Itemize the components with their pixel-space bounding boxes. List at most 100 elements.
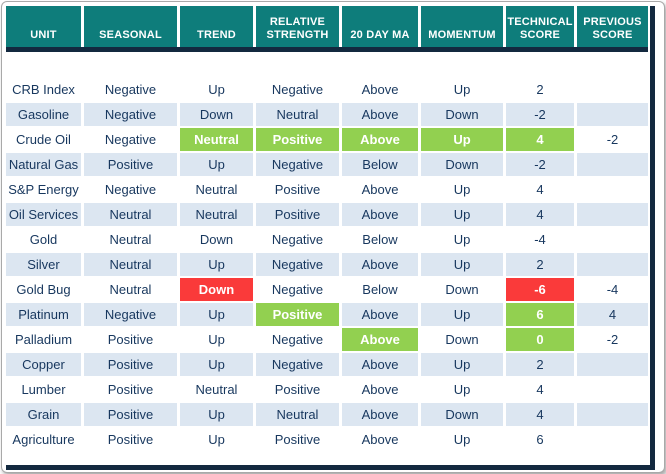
column-header-trend: TREND: [180, 6, 253, 47]
cell-palladium-technical-score: 0: [506, 328, 574, 351]
cell-natural-gas-technical-score: -2: [506, 153, 574, 176]
cell-platinum-trend: Up: [180, 303, 253, 326]
cell-gold-technical-score: -4: [506, 228, 574, 251]
cell-palladium-seasonal: Positive: [84, 328, 177, 351]
technical-score-table: UNIT SEASONAL TREND RELATIVE STRENGTH 20 DAY…: [6, 6, 655, 470]
cell-palladium-relative-strength: Negative: [256, 328, 339, 351]
header-divider: [6, 47, 648, 52]
row-gasoline: Gasoline Negative Down Neutral Above Down -2: [6, 103, 648, 126]
cell-gold-ma20: Below: [342, 228, 418, 251]
cell-lumber-ma20: Above: [342, 378, 418, 401]
cell-oil-services-previous-score: [577, 203, 648, 226]
cell-gasoline-unit: Gasoline: [6, 103, 81, 126]
cell-gold-bug-technical-score: -6: [506, 278, 574, 301]
cell-gold-previous-score: [577, 228, 648, 251]
row-crb-index: CRB Index Negative Up Negative Above Up 2: [6, 78, 648, 101]
cell-agriculture-previous-score: [577, 428, 648, 451]
row-gold: Gold Neutral Down Negative Below Up -4: [6, 228, 648, 251]
cell-platinum-previous-score: 4: [577, 303, 648, 326]
cell-copper-relative-strength: Negative: [256, 353, 339, 376]
cell-oil-services-momentum: Up: [421, 203, 503, 226]
column-header-ma20: 20 DAY MA: [342, 6, 418, 47]
cell-copper-momentum: Up: [421, 353, 503, 376]
column-header-previous-score: PREVIOUS SCORE: [577, 6, 648, 47]
cell-platinum-relative-strength: Positive: [256, 303, 339, 326]
row-grain: Grain Positive Up Neutral Above Down 4: [6, 403, 648, 426]
cell-platinum-ma20: Above: [342, 303, 418, 326]
cell-oil-services-ma20: Above: [342, 203, 418, 226]
cell-platinum-momentum: Up: [421, 303, 503, 326]
cell-s-p-energy-trend: Neutral: [180, 178, 253, 201]
cell-palladium-trend: Up: [180, 328, 253, 351]
cell-copper-technical-score: 2: [506, 353, 574, 376]
row-lumber: Lumber Positive Neutral Positive Above Up 4: [6, 378, 648, 401]
cell-copper-trend: Up: [180, 353, 253, 376]
cell-oil-services-unit: Oil Services: [6, 203, 81, 226]
column-header-seasonal: SEASONAL: [84, 6, 177, 47]
cell-copper-previous-score: [577, 353, 648, 376]
cell-gasoline-trend: Down: [180, 103, 253, 126]
cell-grain-relative-strength: Neutral: [256, 403, 339, 426]
cell-gold-momentum: Up: [421, 228, 503, 251]
cell-crude-oil-unit: Crude Oil: [6, 128, 81, 151]
cell-agriculture-trend: Up: [180, 428, 253, 451]
column-header-relative-strength: RELATIVE STRENGTH: [256, 6, 339, 47]
cell-lumber-previous-score: [577, 378, 648, 401]
column-header-unit: UNIT: [6, 6, 81, 47]
cell-gasoline-technical-score: -2: [506, 103, 574, 126]
cell-lumber-unit: Lumber: [6, 378, 81, 401]
cell-grain-seasonal: Positive: [84, 403, 177, 426]
cell-silver-trend: Up: [180, 253, 253, 276]
cell-grain-unit: Grain: [6, 403, 81, 426]
cell-crude-oil-trend: Neutral: [180, 128, 253, 151]
cell-copper-seasonal: Positive: [84, 353, 177, 376]
cell-palladium-ma20: Above: [342, 328, 418, 351]
cell-s-p-energy-ma20: Above: [342, 178, 418, 201]
cell-oil-services-relative-strength: Positive: [256, 203, 339, 226]
cell-grain-ma20: Above: [342, 403, 418, 426]
cell-agriculture-unit: Agriculture: [6, 428, 81, 451]
cell-silver-technical-score: 2: [506, 253, 574, 276]
cell-s-p-energy-seasonal: Negative: [84, 178, 177, 201]
row-oil-services: Oil Services Neutral Neutral Positive Above U…: [6, 203, 648, 226]
cell-gold-bug-momentum: Down: [421, 278, 503, 301]
cell-crb-index-trend: Up: [180, 78, 253, 101]
cell-agriculture-technical-score: 6: [506, 428, 574, 451]
cell-crude-oil-technical-score: 4: [506, 128, 574, 151]
cell-agriculture-relative-strength: Positive: [256, 428, 339, 451]
cell-gold-relative-strength: Negative: [256, 228, 339, 251]
cell-copper-ma20: Above: [342, 353, 418, 376]
cell-natural-gas-unit: Natural Gas: [6, 153, 81, 176]
cell-lumber-trend: Neutral: [180, 378, 253, 401]
row-natural-gas: Natural Gas Positive Up Negative Below Down -2: [6, 153, 648, 176]
cell-gold-unit: Gold: [6, 228, 81, 251]
row-palladium: Palladium Positive Up Negative Above Down 0 -2: [6, 328, 648, 351]
cell-palladium-previous-score: -2: [577, 328, 648, 351]
cell-gasoline-seasonal: Negative: [84, 103, 177, 126]
column-header-momentum: MOMENTUM: [421, 6, 503, 47]
cell-crb-index-unit: CRB Index: [6, 78, 81, 101]
cell-s-p-energy-previous-score: [577, 178, 648, 201]
cell-crude-oil-ma20: Above: [342, 128, 418, 151]
cell-platinum-unit: Platinum: [6, 303, 81, 326]
cell-grain-trend: Up: [180, 403, 253, 426]
cell-s-p-energy-relative-strength: Positive: [256, 178, 339, 201]
cell-natural-gas-ma20: Below: [342, 153, 418, 176]
cell-palladium-momentum: Down: [421, 328, 503, 351]
cell-copper-unit: Copper: [6, 353, 81, 376]
cell-gold-bug-trend: Down: [180, 278, 253, 301]
row-agriculture: Agriculture Positive Up Positive Above Up 6: [6, 428, 648, 451]
cell-natural-gas-trend: Up: [180, 153, 253, 176]
cell-silver-ma20: Above: [342, 253, 418, 276]
cell-grain-previous-score: [577, 403, 648, 426]
cell-crude-oil-relative-strength: Positive: [256, 128, 339, 151]
cell-lumber-seasonal: Positive: [84, 378, 177, 401]
cell-oil-services-trend: Neutral: [180, 203, 253, 226]
cell-gold-bug-previous-score: -4: [577, 278, 648, 301]
cell-crb-index-momentum: Up: [421, 78, 503, 101]
cell-crude-oil-momentum: Up: [421, 128, 503, 151]
table-body: CRB Index Negative Up Negative Above Up 2 Gasol…: [6, 78, 648, 451]
cell-agriculture-seasonal: Positive: [84, 428, 177, 451]
cell-gasoline-relative-strength: Neutral: [256, 103, 339, 126]
